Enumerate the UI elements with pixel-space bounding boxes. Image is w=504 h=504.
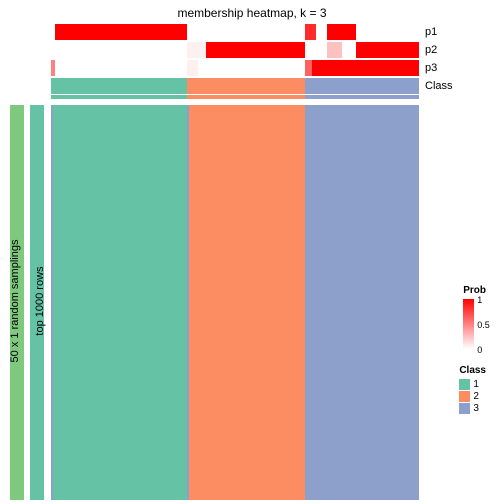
- annot-cell: [305, 24, 316, 40]
- annotation-row-p1: [51, 24, 419, 40]
- row-label-Class: Class: [425, 80, 453, 92]
- class-legend-item: 1: [459, 379, 486, 390]
- side-label-inner: top 1000 rows: [34, 236, 46, 366]
- annot-cell: [305, 78, 419, 94]
- prob-tick: 0.5: [477, 320, 490, 330]
- prob-tick: 1: [477, 295, 482, 305]
- annot-cell: [305, 60, 312, 76]
- chart-title: membership heatmap, k = 3: [0, 6, 504, 20]
- heatmap-body: [51, 105, 419, 500]
- legend-label: 1: [473, 379, 479, 390]
- row-label-p2: p2: [425, 44, 437, 56]
- prob-legend: Prob 10.50: [463, 285, 486, 349]
- row-label-p3: p3: [425, 62, 437, 74]
- class-legend-item: 2: [459, 391, 486, 402]
- annot-cell: [327, 24, 356, 40]
- annot-cell: [312, 60, 419, 76]
- annot-cell: [55, 60, 187, 76]
- annot-cell: [187, 24, 305, 40]
- annot-cell: [342, 42, 357, 58]
- annot-cell: [206, 42, 305, 58]
- legend-label: 3: [473, 403, 479, 414]
- class-legend: Class 123: [459, 365, 486, 415]
- annot-cell: [187, 60, 198, 76]
- prob-tick: 0: [477, 345, 482, 355]
- annot-cell: [356, 42, 419, 58]
- annot-cell: [316, 24, 327, 40]
- row-label-p1: p1: [425, 26, 437, 38]
- prob-colorbar: [463, 299, 474, 349]
- side-label-outer: 50 x 1 random samplings: [9, 226, 21, 376]
- annot-cell: [187, 42, 205, 58]
- annotation-row-p3: [51, 60, 419, 76]
- annot-cell: [356, 24, 419, 40]
- annotation-row-Class: [51, 78, 419, 94]
- annot-cell: [51, 42, 187, 58]
- heat-column: [305, 105, 419, 500]
- class-legend-item: 3: [459, 403, 486, 414]
- annot-cell: [327, 42, 342, 58]
- legend-label: 2: [473, 391, 479, 402]
- heat-column: [53, 105, 187, 500]
- heat-column: [189, 105, 305, 500]
- legend-swatch: [459, 379, 470, 390]
- annot-cell: [305, 42, 327, 58]
- annotation-row-p2: [51, 42, 419, 58]
- annot-cell: [51, 78, 187, 94]
- annot-cell: [198, 60, 305, 76]
- class-legend-title: Class: [459, 365, 486, 376]
- annot-cell: [55, 24, 187, 40]
- legend-swatch: [459, 403, 470, 414]
- prob-legend-title: Prob: [463, 285, 486, 296]
- legend-swatch: [459, 391, 470, 402]
- annot-cell: [187, 78, 305, 94]
